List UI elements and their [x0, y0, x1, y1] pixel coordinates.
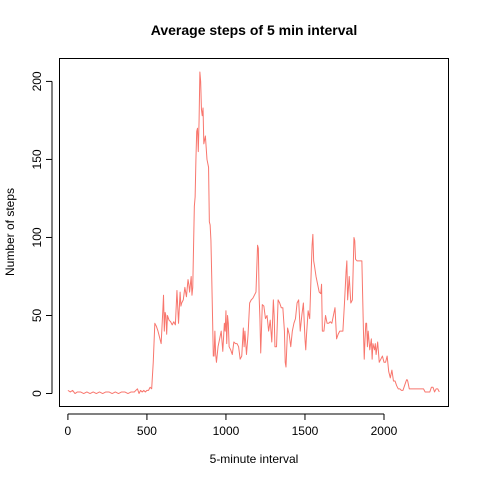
y-tick-label: 200: [30, 71, 44, 91]
chart-title: Average steps of 5 min interval: [151, 22, 357, 38]
x-tick-label: 1000: [213, 424, 240, 438]
y-tick-label: 0: [30, 390, 44, 397]
plot-area-border: [59, 58, 449, 407]
y-tick-label: 100: [30, 227, 44, 247]
y-tick-label: 150: [30, 149, 44, 169]
x-tick-label: 2000: [371, 424, 398, 438]
x-tick-label: 500: [137, 424, 157, 438]
y-axis-label: Number of steps: [3, 188, 17, 276]
series-layer: [67, 71, 440, 395]
x-tick-label: 0: [65, 424, 72, 438]
x-axis: 0 500 1000 1500 2000: [65, 413, 398, 438]
x-axis-label: 5-minute interval: [210, 452, 299, 466]
y-axis: 0 50 100 150 200: [30, 71, 53, 397]
x-tick-label: 1500: [292, 424, 319, 438]
y-tick-label: 50: [30, 308, 44, 322]
series-line: [67, 71, 440, 395]
